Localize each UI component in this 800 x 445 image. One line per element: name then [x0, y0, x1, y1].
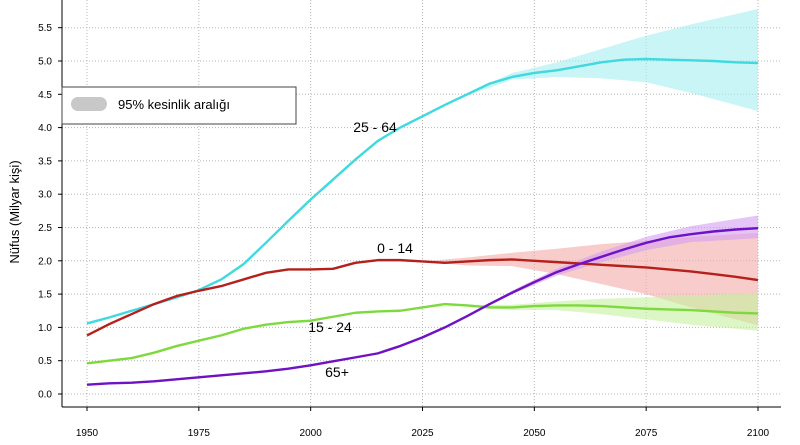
legend-swatch: [71, 97, 107, 111]
legend-label: 95% kesinlik aralığı: [118, 97, 230, 112]
series-line-1: [86, 258, 759, 337]
y-tick-label-7: 3.5: [38, 156, 52, 167]
x-tick-label-2: 2000: [300, 428, 323, 439]
confidence-band-0: [422, 9, 758, 117]
y-tick-label-10: 5.0: [38, 57, 52, 68]
y-tick-label-2: 1.0: [38, 323, 52, 334]
y-tick-label-3: 1.5: [38, 290, 52, 301]
y-tick-label-8: 4.0: [38, 123, 52, 134]
y-tick-label-11: 5.5: [38, 23, 52, 34]
legend: 95% kesinlik aralığı: [61, 86, 297, 125]
x-tick-label-4: 2050: [523, 428, 546, 439]
series-line-2: [86, 302, 759, 365]
series-lines: [86, 57, 759, 386]
series-label-15-24: 15 - 24: [308, 319, 352, 335]
x-tick-label-5: 2075: [635, 428, 658, 439]
axes: 0.0 0.5 1.0 1.5 2.0 2.5 3.0 3.5 4.0 4.5 5.0 5.5 1950…: [38, 0, 781, 439]
confidence-bands: [422, 9, 758, 338]
y-tick-label-4: 2.0: [38, 256, 52, 267]
confidence-band-3: [422, 215, 758, 338]
y-axis-label: Nüfus (Milyar kişi): [7, 160, 22, 263]
series-label-25-64: 25 - 64: [353, 119, 397, 135]
x-tick-label-3: 2025: [411, 428, 434, 439]
series-line-3: [86, 226, 759, 386]
y-tick-label-1: 0.5: [38, 356, 52, 367]
y-tick-label-9: 4.5: [38, 90, 52, 101]
x-tick-label-6: 2100: [747, 428, 770, 439]
grid: [62, 0, 781, 407]
y-tick-label-6: 3.0: [38, 190, 52, 201]
x-tick-label-0: 1950: [76, 428, 99, 439]
y-tick-label-0: 0.0: [38, 390, 52, 401]
series-label-65plus: 65+: [325, 364, 349, 380]
series-label-0-14: 0 - 14: [377, 240, 413, 256]
y-tick-label-5: 2.5: [38, 223, 52, 234]
x-tick-label-1: 1975: [188, 428, 211, 439]
confidence-band-2: [422, 292, 758, 331]
